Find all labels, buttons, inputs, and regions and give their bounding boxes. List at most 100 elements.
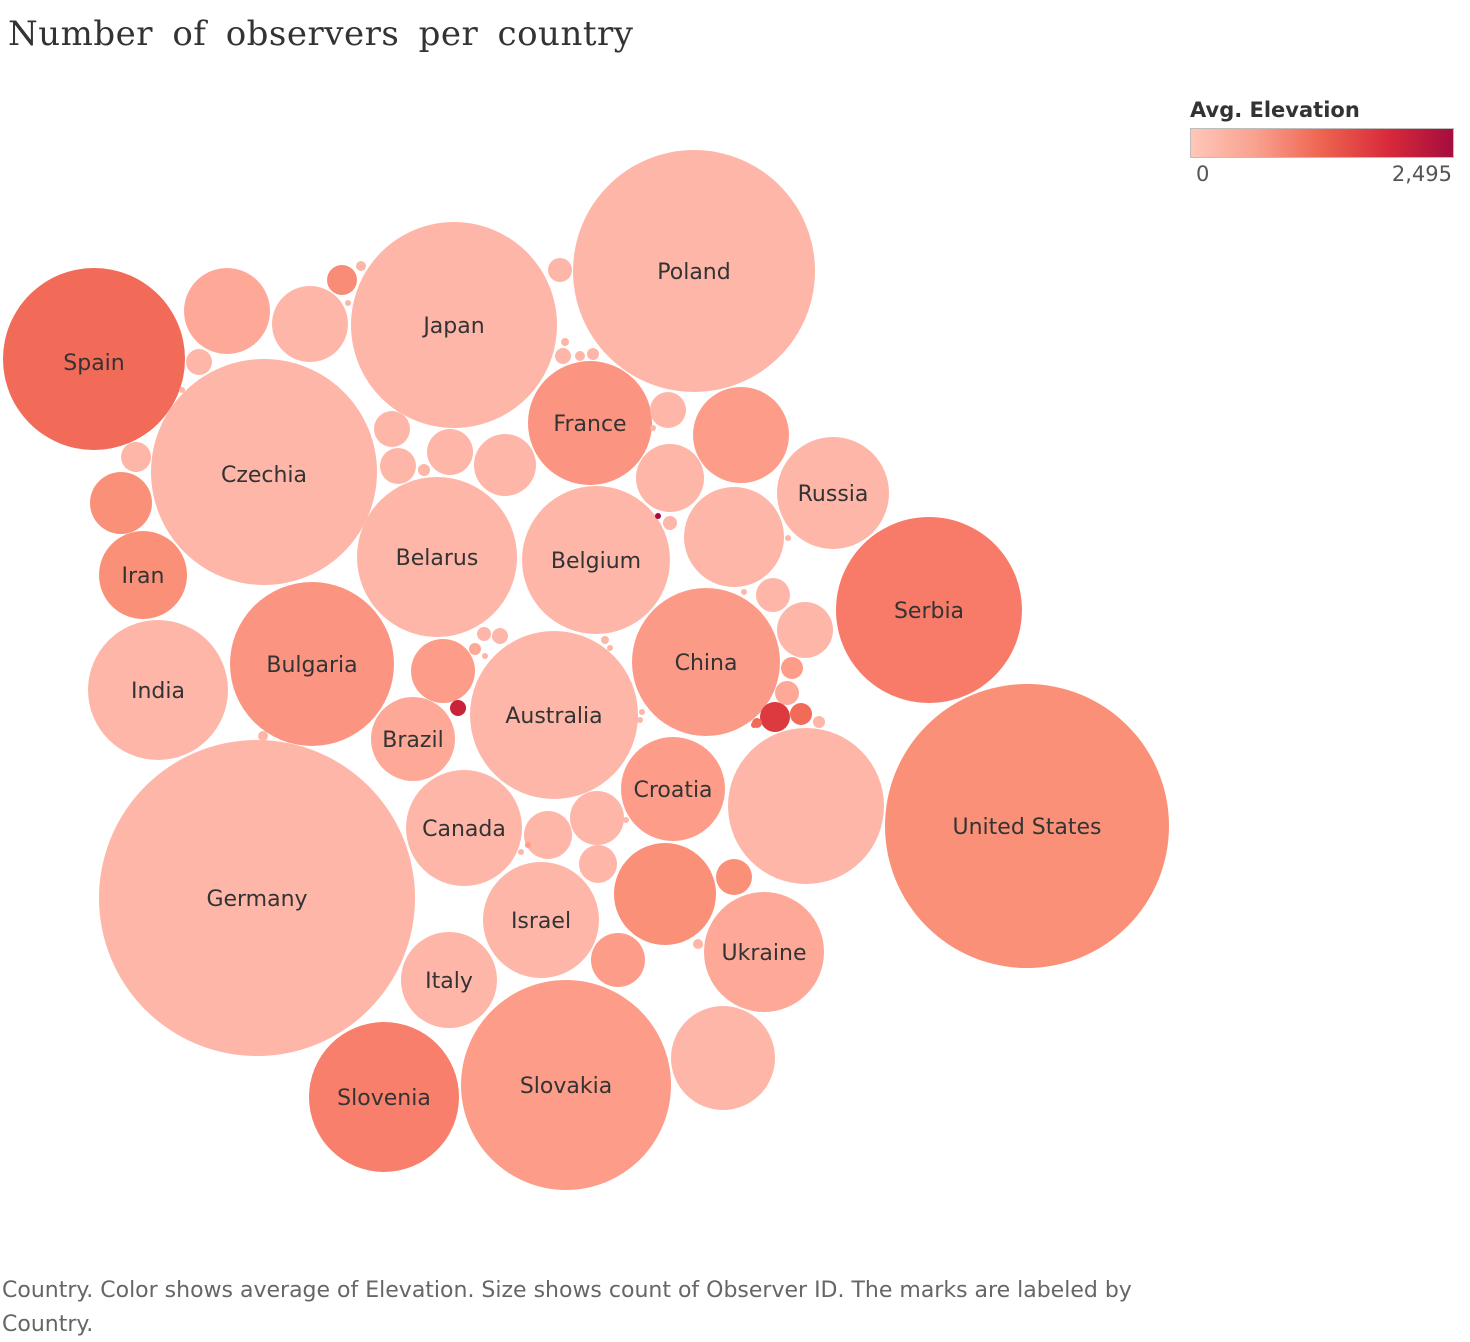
bubble-unlabeled[interactable]: [607, 645, 613, 651]
bubble-italy[interactable]: [401, 932, 497, 1028]
bubble-label-germany: Germany: [206, 887, 307, 912]
bubble-unlabeled[interactable]: [411, 639, 475, 703]
bubble-unlabeled[interactable]: [671, 1006, 775, 1110]
bubble-unlabeled[interactable]: [650, 425, 656, 431]
bubble-japan[interactable]: [351, 222, 557, 428]
bubble-russia[interactable]: [777, 437, 889, 549]
bubble-label-china: China: [675, 651, 738, 676]
bubble-unlabeled[interactable]: [650, 392, 686, 428]
bubble-slovakia[interactable]: [461, 980, 671, 1190]
bubble-poland[interactable]: [573, 150, 815, 392]
bubble-germany[interactable]: [99, 740, 415, 1056]
bubble-label-slovakia: Slovakia: [520, 1074, 612, 1099]
bubble-label-russia: Russia: [798, 482, 869, 507]
bubble-label-croatia: Croatia: [633, 778, 712, 803]
bubble-united-states[interactable]: [885, 684, 1169, 968]
bubble-unlabeled[interactable]: [184, 268, 270, 354]
bubble-iran[interactable]: [99, 531, 187, 619]
bubble-canada[interactable]: [406, 770, 522, 886]
bubble-unlabeled[interactable]: [716, 859, 752, 895]
bubble-unlabeled[interactable]: [785, 535, 791, 541]
bubble-label-czechia: Czechia: [221, 463, 307, 488]
bubble-unlabeled[interactable]: [623, 817, 629, 823]
bubble-unlabeled[interactable]: [591, 933, 645, 987]
bubble-unlabeled[interactable]: [524, 811, 572, 859]
bubble-unlabeled[interactable]: [756, 578, 790, 612]
bubble-unlabeled[interactable]: [741, 589, 747, 595]
bubble-unlabeled[interactable]: [561, 338, 569, 346]
bubble-unlabeled[interactable]: [760, 702, 790, 732]
bubble-unlabeled[interactable]: [575, 351, 585, 361]
bubble-unlabeled[interactable]: [121, 442, 151, 472]
bubble-unlabeled[interactable]: [813, 716, 825, 728]
bubble-china[interactable]: [632, 588, 780, 736]
bubble-belarus[interactable]: [357, 477, 517, 637]
bubble-unlabeled[interactable]: [469, 643, 481, 655]
bubble-unlabeled[interactable]: [258, 731, 268, 741]
bubble-label-slovenia: Slovenia: [337, 1086, 431, 1111]
bubble-unlabeled[interactable]: [587, 348, 599, 360]
bubble-brazil[interactable]: [371, 697, 455, 781]
bubble-unlabeled[interactable]: [663, 516, 677, 530]
bubble-unlabeled[interactable]: [781, 657, 803, 679]
bubble-croatia[interactable]: [621, 737, 725, 841]
legend-max-label: 2,495: [1391, 162, 1452, 186]
bubble-belgium[interactable]: [522, 486, 670, 634]
color-legend: Avg. Elevation 0 2,495: [1190, 98, 1462, 186]
bubble-bulgaria[interactable]: [230, 582, 394, 746]
bubble-unlabeled[interactable]: [186, 349, 212, 375]
bubble-unlabeled[interactable]: [356, 261, 366, 271]
bubble-unlabeled[interactable]: [697, 942, 703, 948]
bubble-unlabeled[interactable]: [327, 265, 357, 295]
bubble-unlabeled[interactable]: [639, 709, 645, 715]
chart-caption: Country. Color shows average of Elevatio…: [2, 1278, 1132, 1337]
bubble-unlabeled[interactable]: [777, 602, 833, 658]
bubble-australia[interactable]: [470, 631, 638, 799]
bubble-unlabeled[interactable]: [477, 627, 491, 641]
bubble-unlabeled[interactable]: [518, 849, 524, 855]
bubble-france[interactable]: [528, 361, 652, 485]
legend-ticks: 0 2,495: [1190, 158, 1456, 186]
bubble-spain[interactable]: [3, 268, 185, 450]
bubble-chart: Germany United States Poland Czechia Japan Sl…: [3, 150, 1169, 1190]
bubble-label-india: India: [131, 679, 185, 704]
bubble-unlabeled[interactable]: [374, 411, 410, 447]
bubble-unlabeled[interactable]: [548, 258, 572, 282]
bubble-india[interactable]: [88, 620, 228, 760]
bubble-unlabeled[interactable]: [492, 628, 508, 644]
bubble-unlabeled[interactable]: [790, 703, 812, 725]
bubble-unlabeled[interactable]: [474, 434, 536, 496]
bubble-unlabeled[interactable]: [728, 728, 884, 884]
bubble-czechia[interactable]: [151, 359, 377, 585]
bubble-unlabeled[interactable]: [427, 429, 473, 475]
bubble-unlabeled[interactable]: [345, 300, 351, 306]
bubble-label-belarus: Belarus: [396, 546, 479, 571]
bubble-label-italy: Italy: [425, 969, 473, 994]
bubble-unlabeled[interactable]: [775, 681, 799, 705]
bubble-unlabeled[interactable]: [418, 464, 430, 476]
bubble-unlabeled[interactable]: [570, 791, 624, 845]
bubble-unlabeled[interactable]: [380, 448, 416, 484]
bubble-slovenia[interactable]: [309, 1022, 459, 1172]
bubble-unlabeled[interactable]: [636, 444, 704, 512]
bubble-unlabeled[interactable]: [525, 842, 531, 848]
bubble-unlabeled[interactable]: [579, 845, 617, 883]
bubble-ukraine[interactable]: [704, 892, 824, 1012]
bubble-unlabeled[interactable]: [751, 722, 757, 728]
bubble-label-brazil: Brazil: [382, 728, 443, 753]
bubble-unlabeled[interactable]: [637, 717, 643, 723]
bubble-unlabeled[interactable]: [684, 487, 784, 587]
bubble-unlabeled[interactable]: [592, 829, 598, 835]
bubble-unlabeled[interactable]: [601, 636, 609, 644]
bubble-unlabeled[interactable]: [272, 286, 348, 362]
bubble-unlabeled[interactable]: [179, 387, 185, 393]
bubble-unlabeled[interactable]: [555, 348, 571, 364]
bubble-israel[interactable]: [483, 862, 599, 978]
bubble-unlabeled[interactable]: [655, 513, 661, 519]
bubble-unlabeled[interactable]: [90, 472, 152, 534]
bubble-serbia[interactable]: [836, 517, 1022, 703]
bubble-unlabeled[interactable]: [482, 653, 488, 659]
bubble-unlabeled[interactable]: [614, 843, 716, 945]
bubble-unlabeled[interactable]: [693, 387, 789, 483]
bubble-unlabeled[interactable]: [450, 700, 466, 716]
